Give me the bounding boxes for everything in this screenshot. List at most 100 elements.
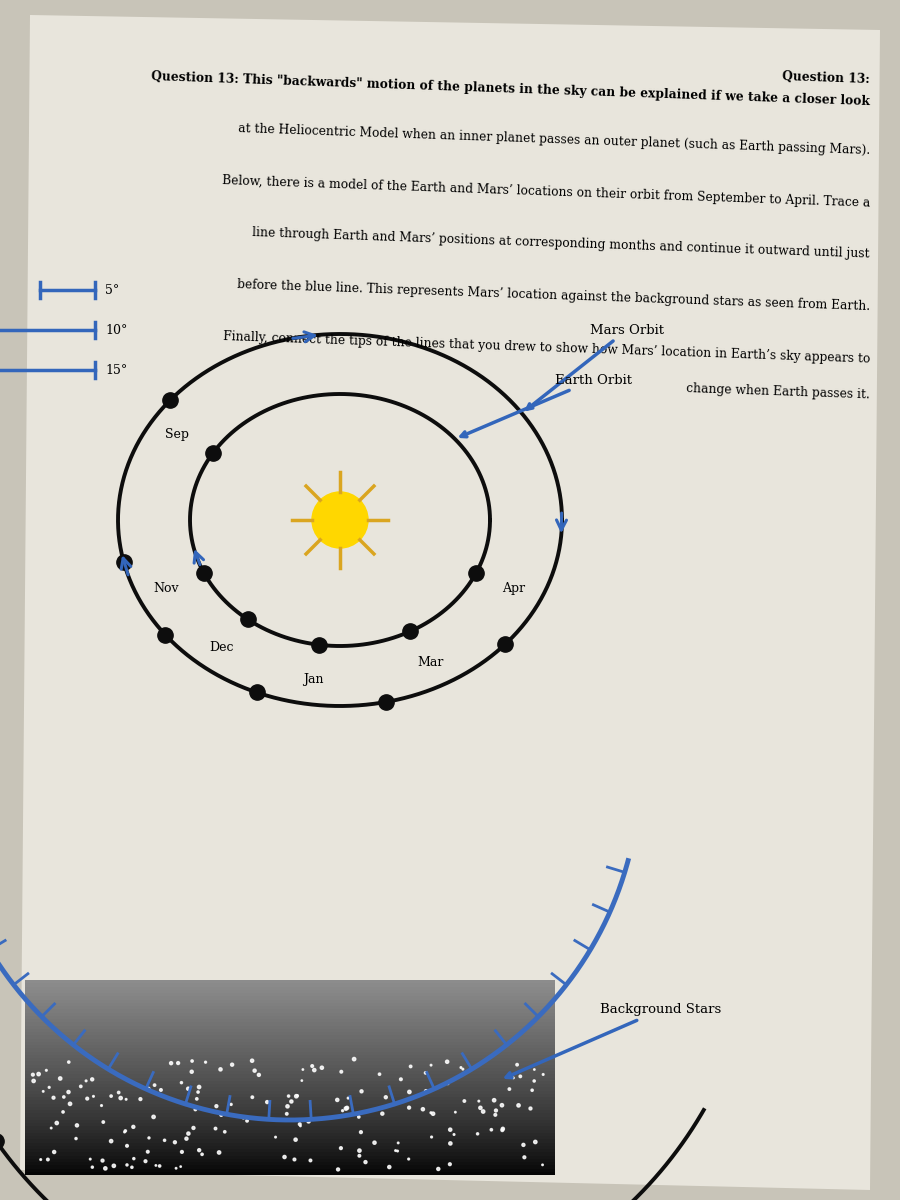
Bar xyxy=(25,1136,555,1139)
Point xyxy=(98,1159,112,1178)
Point xyxy=(85,1069,99,1088)
Bar xyxy=(25,1084,555,1087)
Bar xyxy=(25,1091,555,1093)
Point xyxy=(287,1150,302,1169)
Point xyxy=(218,1122,232,1141)
Bar xyxy=(25,1006,555,1009)
Bar xyxy=(25,1171,555,1175)
Point xyxy=(402,1098,417,1117)
Point xyxy=(336,1102,350,1121)
Bar xyxy=(25,1150,555,1152)
Point xyxy=(352,1146,366,1165)
Point xyxy=(443,1120,457,1139)
Point xyxy=(152,1157,166,1176)
Point xyxy=(86,1087,101,1106)
Point xyxy=(184,1051,199,1070)
Point xyxy=(86,1158,100,1177)
Point xyxy=(375,1104,390,1123)
Point xyxy=(192,1078,206,1097)
Point xyxy=(236,1109,250,1128)
Text: Finally, connect the tips of the lines that you drew to show how Mars’ location : Finally, connect the tips of the lines t… xyxy=(222,330,870,366)
Point xyxy=(96,1112,111,1132)
Bar xyxy=(25,1064,555,1068)
Point xyxy=(40,1150,55,1169)
Point xyxy=(293,1116,308,1135)
Point xyxy=(425,1128,439,1147)
Bar xyxy=(25,990,555,994)
Point xyxy=(104,1132,118,1151)
Point xyxy=(284,1092,299,1111)
Point xyxy=(118,1121,132,1140)
Point xyxy=(147,1108,161,1127)
Point xyxy=(424,1103,438,1122)
Point xyxy=(315,1058,329,1078)
Text: Mar: Mar xyxy=(417,656,444,668)
Text: Question 13:: Question 13: xyxy=(782,70,870,86)
Bar xyxy=(25,1169,555,1171)
Point xyxy=(471,1124,485,1144)
Point xyxy=(418,1063,433,1082)
Point xyxy=(80,1090,94,1109)
Point xyxy=(488,1105,502,1124)
Point xyxy=(489,1100,503,1120)
Point xyxy=(441,1074,455,1093)
Point xyxy=(457,1092,472,1111)
Point xyxy=(164,1054,178,1073)
Bar xyxy=(25,1026,555,1028)
Point xyxy=(305,1056,320,1075)
Point xyxy=(63,1094,77,1114)
Point xyxy=(401,1150,416,1169)
Bar xyxy=(25,1013,555,1015)
Point xyxy=(496,1120,510,1139)
Point xyxy=(302,1112,316,1132)
Point xyxy=(191,1082,205,1102)
Point xyxy=(106,1157,121,1176)
Point xyxy=(120,1156,134,1175)
Point xyxy=(280,1097,294,1116)
Text: 5°: 5° xyxy=(105,283,119,296)
Point xyxy=(391,1133,405,1152)
Point xyxy=(142,1128,157,1147)
Point xyxy=(74,1076,88,1096)
Point xyxy=(167,1133,182,1152)
Point xyxy=(282,1086,296,1105)
Bar xyxy=(25,1162,555,1165)
Point xyxy=(148,1156,163,1175)
Point xyxy=(331,1160,346,1180)
Bar xyxy=(25,1093,555,1097)
Point xyxy=(473,1098,488,1117)
Bar xyxy=(25,1129,555,1133)
Point xyxy=(426,1104,440,1123)
Bar xyxy=(25,1074,555,1078)
Point xyxy=(523,1099,537,1118)
Point xyxy=(252,1066,266,1085)
Bar xyxy=(25,1055,555,1058)
Text: Jan: Jan xyxy=(303,673,323,686)
Polygon shape xyxy=(20,14,880,1190)
Point xyxy=(39,1061,53,1080)
Text: Apr: Apr xyxy=(502,582,526,595)
Point xyxy=(61,1082,76,1102)
Point xyxy=(47,1142,61,1162)
Point xyxy=(443,1134,457,1153)
Point xyxy=(119,1090,133,1109)
Bar xyxy=(25,1081,555,1084)
Bar xyxy=(25,1032,555,1036)
Point xyxy=(245,1087,259,1106)
Point xyxy=(340,1098,355,1117)
Point xyxy=(36,1081,50,1100)
Point xyxy=(290,1086,304,1105)
Point xyxy=(510,1055,525,1074)
Point xyxy=(50,1114,64,1133)
Point xyxy=(224,1094,238,1114)
Point xyxy=(288,1130,302,1150)
Point xyxy=(56,1103,70,1122)
Point xyxy=(184,1062,199,1081)
Point xyxy=(245,1051,259,1070)
Bar xyxy=(25,1078,555,1081)
Point xyxy=(140,1142,155,1162)
Bar xyxy=(25,1097,555,1100)
Bar xyxy=(25,1152,555,1156)
Point xyxy=(446,1124,461,1144)
Point xyxy=(352,1108,366,1127)
